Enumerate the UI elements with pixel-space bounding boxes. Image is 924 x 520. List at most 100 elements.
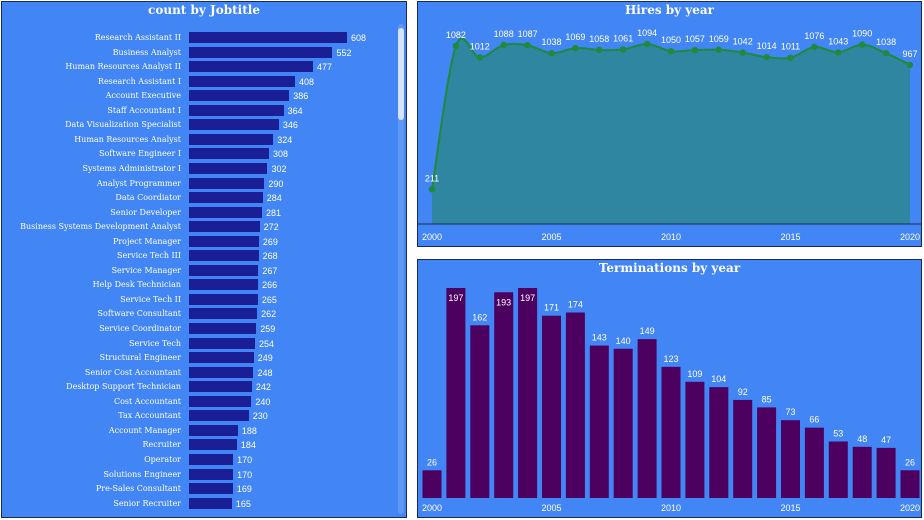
hires-point[interactable] xyxy=(906,61,914,69)
jobtitle-bar[interactable] xyxy=(189,439,237,451)
hires-point[interactable] xyxy=(452,42,460,50)
terminations-bar[interactable] xyxy=(900,470,920,498)
hires-point[interactable] xyxy=(691,46,699,54)
terminations-bar[interactable] xyxy=(781,420,800,498)
terminations-bar[interactable] xyxy=(589,345,609,498)
terminations-value-label: 197 xyxy=(448,293,463,303)
terminations-bar[interactable] xyxy=(804,427,824,498)
jobtitle-bar[interactable] xyxy=(189,264,259,276)
terminations-bar[interactable] xyxy=(709,387,729,498)
hires-point[interactable] xyxy=(643,40,651,48)
jobtitle-bar[interactable] xyxy=(189,279,259,291)
jobtitle-bar[interactable] xyxy=(189,308,258,320)
jobtitle-chart-panel: count by Jobtitle Research Assistant II 6… xyxy=(1,1,407,518)
jobtitle-bar[interactable] xyxy=(189,293,258,305)
hires-point[interactable] xyxy=(476,54,483,61)
jobtitle-bar[interactable] xyxy=(189,148,270,160)
terminations-value-label: 85 xyxy=(762,394,772,404)
terminations-bar[interactable] xyxy=(518,288,538,498)
scrollbar-track[interactable] xyxy=(398,24,404,514)
jobtitle-category-label: Research Assistant I xyxy=(97,76,181,86)
hires-point[interactable] xyxy=(500,41,507,49)
jobtitle-category-label: Project Manager xyxy=(112,236,181,246)
jobtitle-bar[interactable] xyxy=(189,250,259,262)
jobtitle-category-label: Systems Administrator I xyxy=(82,163,181,173)
hires-value-label: 1012 xyxy=(470,41,490,51)
hires-value-label: 1058 xyxy=(589,34,609,44)
terminations-value-label: 92 xyxy=(738,387,748,397)
jobtitle-bar[interactable] xyxy=(189,395,252,407)
jobtitle-bar[interactable] xyxy=(189,133,274,145)
terminations-bar[interactable] xyxy=(613,348,633,498)
hires-point[interactable] xyxy=(572,44,579,52)
terminations-bar[interactable] xyxy=(565,312,585,498)
hires-point[interactable] xyxy=(620,46,627,53)
hires-point[interactable] xyxy=(667,48,675,55)
hires-point[interactable] xyxy=(715,46,722,53)
jobtitle-bar[interactable] xyxy=(189,323,257,334)
jobtitle-bar[interactable] xyxy=(189,104,284,116)
jobtitle-bar[interactable] xyxy=(189,206,263,218)
jobtitle-bar[interactable] xyxy=(189,119,279,131)
hires-point[interactable] xyxy=(859,41,866,48)
terminations-x-tick-label: 2005 xyxy=(541,503,561,513)
terminations-bar[interactable] xyxy=(446,288,466,498)
jobtitle-value-label: 324 xyxy=(277,134,293,145)
hires-point[interactable] xyxy=(835,49,842,56)
jobtitle-bar[interactable] xyxy=(189,352,254,364)
jobtitle-bar[interactable] xyxy=(189,468,234,480)
jobtitle-category-label: Business Analyst xyxy=(112,47,181,57)
jobtitle-bar[interactable] xyxy=(189,483,233,495)
terminations-bar[interactable] xyxy=(685,381,705,498)
scrollbar-thumb[interactable] xyxy=(398,28,404,120)
jobtitle-bar[interactable] xyxy=(189,453,234,465)
jobtitle-bar[interactable] xyxy=(189,177,265,189)
hires-point[interactable] xyxy=(524,41,531,49)
jobtitle-value-label: 266 xyxy=(262,280,278,291)
hires-x-tick-label: 2015 xyxy=(780,232,800,242)
jobtitle-bar[interactable] xyxy=(189,61,313,73)
jobtitle-bar[interactable] xyxy=(189,381,252,393)
jobtitle-bar[interactable] xyxy=(189,162,268,174)
hires-point[interactable] xyxy=(882,50,890,57)
jobtitle-category-label: Structural Engineer xyxy=(99,353,181,363)
terminations-bar[interactable] xyxy=(828,441,848,498)
hires-point[interactable] xyxy=(739,49,746,56)
hires-point[interactable] xyxy=(548,50,555,57)
jobtitle-value-label: 346 xyxy=(282,120,298,131)
terminations-bar[interactable] xyxy=(422,470,442,498)
terminations-bar[interactable] xyxy=(661,366,681,498)
hires-point[interactable] xyxy=(596,46,603,54)
hires-point[interactable] xyxy=(787,54,794,61)
terminations-bar[interactable] xyxy=(876,447,896,498)
jobtitle-bar[interactable] xyxy=(189,192,263,204)
jobtitle-bar[interactable] xyxy=(189,337,255,349)
jobtitle-bar[interactable] xyxy=(189,221,260,233)
jobtitle-bar[interactable] xyxy=(189,32,347,43)
terminations-value-label: 171 xyxy=(544,303,559,313)
jobtitle-bar[interactable] xyxy=(189,90,290,102)
jobtitle-category-label: Software Consultant xyxy=(97,309,181,319)
jobtitle-bar[interactable] xyxy=(189,366,254,378)
jobtitle-value-label: 170 xyxy=(237,454,253,465)
terminations-bar[interactable] xyxy=(757,407,777,498)
jobtitle-bar[interactable] xyxy=(189,497,232,509)
hires-point[interactable] xyxy=(763,53,770,61)
jobtitle-category-label: Service Tech xyxy=(129,338,181,348)
jobtitle-bar[interactable] xyxy=(189,75,296,87)
hires-point[interactable] xyxy=(811,43,818,51)
terminations-bar[interactable] xyxy=(494,292,514,498)
jobtitle-bar[interactable] xyxy=(189,410,249,422)
hires-value-label: 211 xyxy=(425,173,439,183)
terminations-bar[interactable] xyxy=(637,339,657,498)
jobtitle-bar[interactable] xyxy=(189,46,333,58)
terminations-bar[interactable] xyxy=(542,315,561,498)
terminations-bar[interactable] xyxy=(852,446,872,498)
terminations-bar[interactable] xyxy=(470,325,490,498)
jobtitle-bar[interactable] xyxy=(189,235,259,247)
jobtitle-bar[interactable] xyxy=(189,424,238,436)
terminations-bar[interactable] xyxy=(733,399,753,498)
terminations-value-label: 66 xyxy=(809,415,819,425)
hires-point[interactable] xyxy=(428,186,436,193)
